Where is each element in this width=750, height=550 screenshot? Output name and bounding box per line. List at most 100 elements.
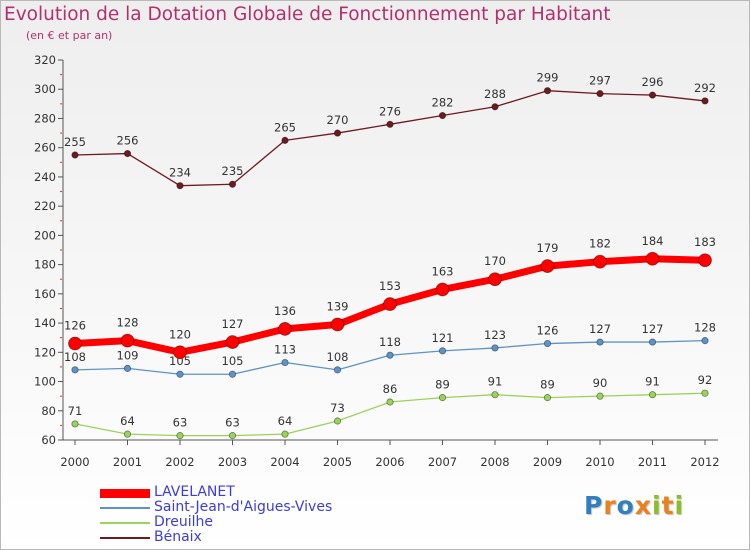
benaix-point [281,136,289,144]
saint-jean-point [438,347,447,355]
lavelanet-point [330,317,345,332]
y-tick-label: 320 [34,53,56,67]
benaix-data-label: 270 [327,113,349,127]
x-tick-label: 2001 [113,455,142,469]
benaix-point [648,91,657,99]
lavelanet-data-label: 139 [327,300,349,314]
y-tick-label: 140 [34,316,56,330]
lavelanet-data-label: 163 [432,264,454,278]
saint-jean-point [123,364,132,372]
dreuilhe-data-label: 92 [698,373,713,387]
lavelanet-point [383,297,397,311]
dreuilhe-point [123,430,132,438]
y-tick-label: 100 [34,375,56,389]
benaix-point [596,90,604,98]
legend-label-dreuilhe: Dreuilhe [154,514,213,530]
saint-jean-data-label: 108 [64,350,86,364]
x-tick-label: 2011 [638,455,667,469]
chart-title: Evolution de la Dotation Globale de Fonc… [4,4,611,25]
legend-swatch-lavelanet [100,488,150,498]
y-tick-label: 120 [34,345,56,359]
benaix-data-label: 234 [169,166,191,180]
benaix-data-label: 276 [379,104,401,118]
benaix-data-label: 292 [694,81,716,95]
saint-jean-point [71,366,79,374]
saint-jean-data-label: 109 [117,348,139,362]
benaix-point [701,97,709,105]
benaix-data-label: 288 [484,87,506,101]
dreuilhe-data-label: 89 [540,378,555,392]
y-tick-label: 160 [34,287,56,301]
saint-jean-data-label: 121 [432,331,454,345]
dreuilhe-point [281,430,289,438]
benaix-data-label: 256 [117,134,139,148]
benaix-point [386,120,394,128]
saint-jean-data-label: 108 [327,350,349,364]
saint-jean-data-label: 105 [169,354,191,368]
y-tick-label: 180 [34,258,56,272]
lavelanet-point [173,345,187,360]
dreuilhe-data-label: 90 [593,376,608,390]
dreuilhe-point [386,398,394,406]
dreuilhe-data-label: 86 [383,382,398,396]
saint-jean-data-label: 128 [694,321,716,335]
x-tick-label: 2009 [533,455,562,469]
lavelanet-data-label: 153 [379,279,401,293]
x-tick-label: 2008 [480,455,509,469]
dreuilhe-point [228,432,237,440]
dreuilhe-data-label: 89 [435,378,450,392]
saint-jean-point [596,338,604,346]
y-tick-label: 80 [41,404,56,418]
saint-jean-point [333,366,342,374]
lavelanet-data-label: 183 [694,235,716,249]
dreuilhe-point [176,432,184,440]
y-tick-label: 60 [41,433,56,447]
dreuilhe-point [333,417,342,425]
x-tick-label: 2010 [585,455,614,469]
saint-jean-data-label: 127 [589,322,611,336]
lavelanet-point [225,335,240,349]
saint-jean-data-label: 118 [379,335,401,349]
x-tick-label: 2005 [323,455,352,469]
dreuilhe-data-label: 71 [68,404,83,418]
lavelanet-point [540,259,555,273]
lavelanet-data-label: 184 [642,234,664,248]
benaix-data-label: 282 [432,96,454,110]
benaix-point [333,129,342,137]
dreuilhe-point [648,391,657,399]
saint-jean-data-label: 127 [642,322,664,336]
lavelanet-point [488,272,502,287]
x-tick-label: 2002 [165,455,194,469]
x-tick-label: 2000 [60,455,89,469]
saint-jean-point [176,370,184,378]
dreuilhe-point [596,392,604,400]
lavelanet-data-label: 128 [117,316,139,330]
benaix-data-label: 299 [537,71,559,85]
dreuilhe-point [491,391,499,399]
lavelanet-data-label: 126 [64,319,86,333]
lavelanet-data-label: 127 [222,317,244,331]
dreuilhe-data-label: 63 [225,416,240,430]
x-tick-label: 2004 [270,455,299,469]
y-tick-label: 220 [34,199,56,213]
y-tick-label: 240 [34,170,56,184]
lavelanet-point [68,336,82,351]
lavelanet-data-label: 179 [537,241,559,255]
saint-jean-data-label: 113 [274,343,296,357]
legend-label-benaix: Bénaix [154,529,202,545]
benaix-data-label: 235 [222,164,244,178]
lavelanet-data-label: 120 [169,327,191,341]
lavelanet-point [435,282,450,297]
lavelanet-data-label: 182 [589,237,611,251]
lavelanet-point [593,254,607,269]
lavelanet-point [278,322,292,336]
benaix-point [543,87,552,95]
dreuilhe-data-label: 73 [330,401,345,415]
dreuilhe-data-label: 64 [120,414,135,428]
x-tick-label: 2003 [218,455,247,469]
benaix-data-label: 297 [589,74,611,88]
proxiti-logo: Proxiti [584,491,685,520]
dreuilhe-point [438,394,447,402]
dreuilhe-point [701,389,709,397]
legend-swatch-benaix [100,537,150,539]
